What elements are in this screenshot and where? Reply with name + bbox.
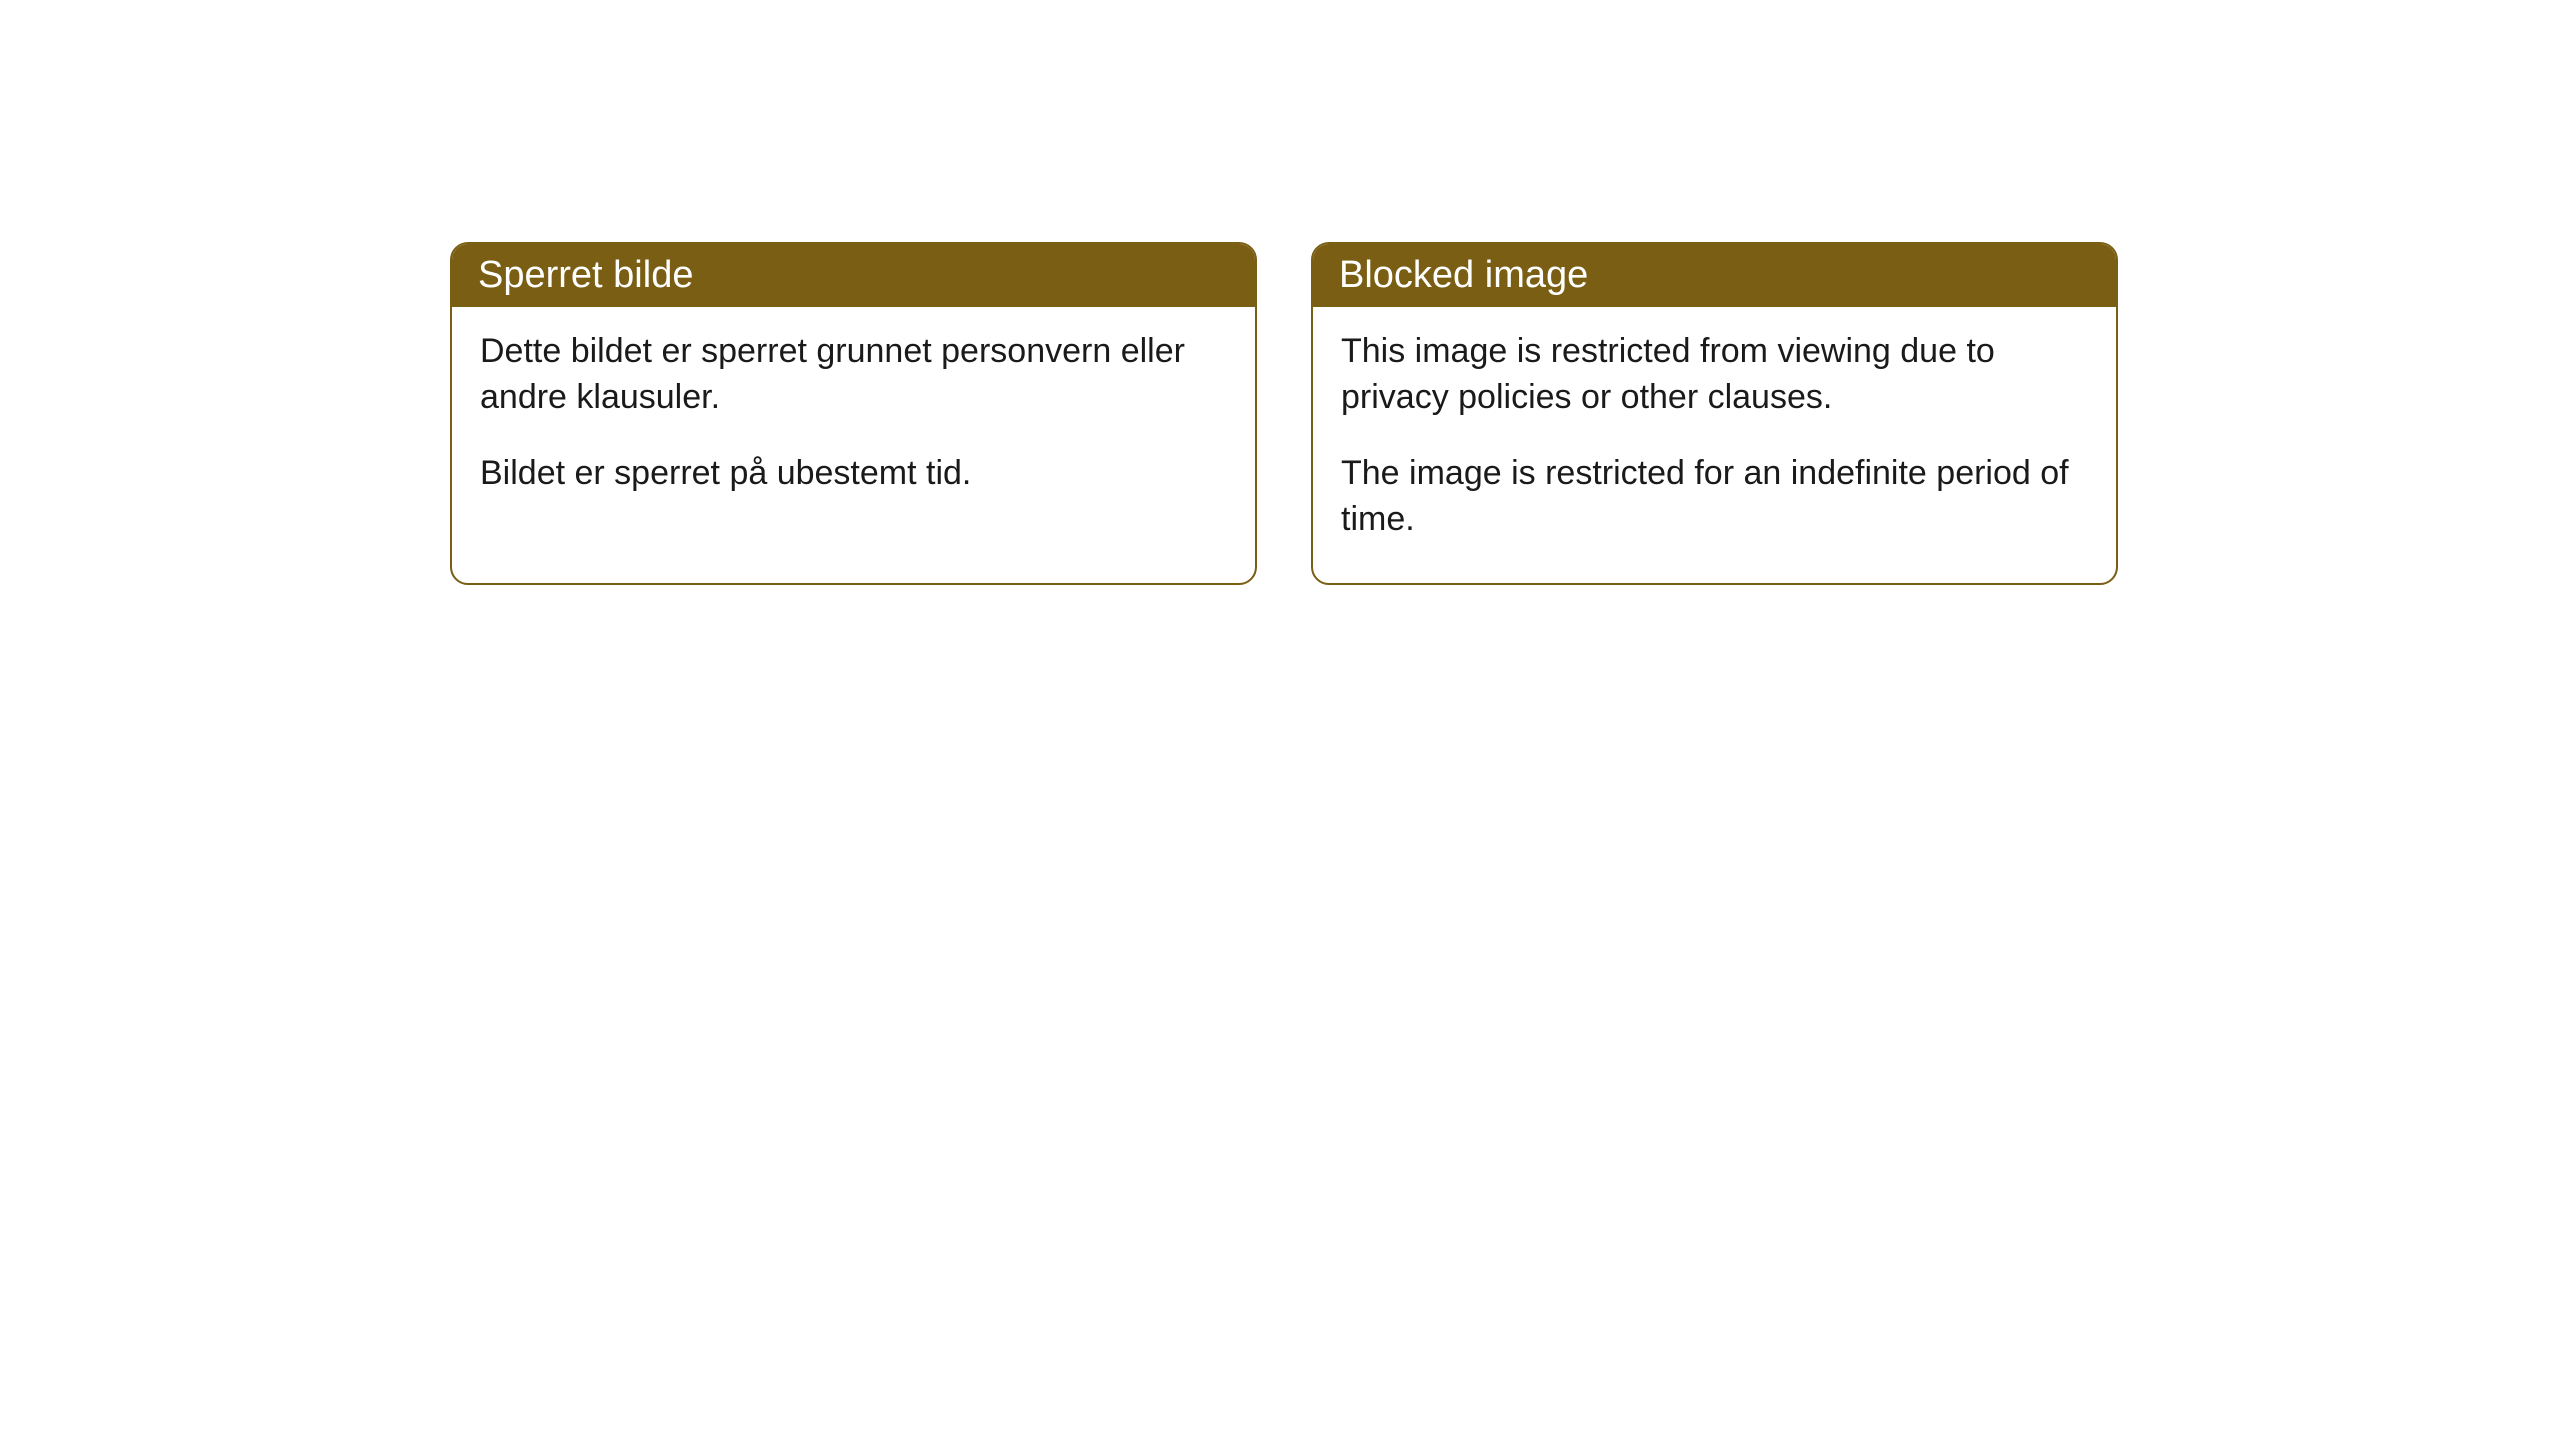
notice-cards-container: Sperret bilde Dette bildet er sperret gr… [450,242,2118,585]
card-paragraph: The image is restricted for an indefinit… [1341,451,2088,543]
card-header: Blocked image [1313,244,2116,307]
card-paragraph: Bildet er sperret på ubestemt tid. [480,451,1227,497]
card-body: Dette bildet er sperret grunnet personve… [452,307,1255,537]
card-paragraph: This image is restricted from viewing du… [1341,329,2088,421]
card-paragraph: Dette bildet er sperret grunnet personve… [480,329,1227,421]
blocked-image-card-norwegian: Sperret bilde Dette bildet er sperret gr… [450,242,1257,585]
card-header: Sperret bilde [452,244,1255,307]
card-body: This image is restricted from viewing du… [1313,307,2116,583]
blocked-image-card-english: Blocked image This image is restricted f… [1311,242,2118,585]
